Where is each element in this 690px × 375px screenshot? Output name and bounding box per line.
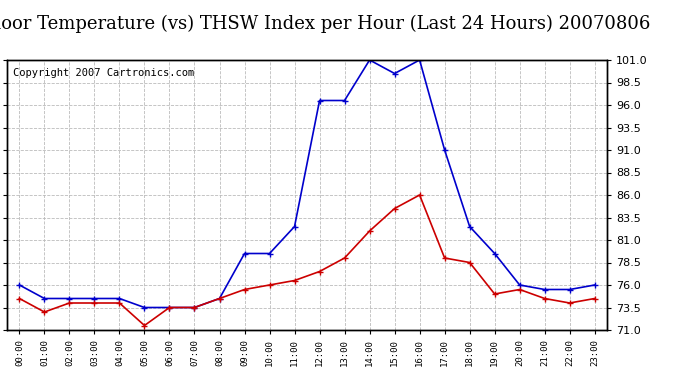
Text: Outdoor Temperature (vs) THSW Index per Hour (Last 24 Hours) 20070806: Outdoor Temperature (vs) THSW Index per …: [0, 15, 651, 33]
Text: Copyright 2007 Cartronics.com: Copyright 2007 Cartronics.com: [13, 68, 194, 78]
